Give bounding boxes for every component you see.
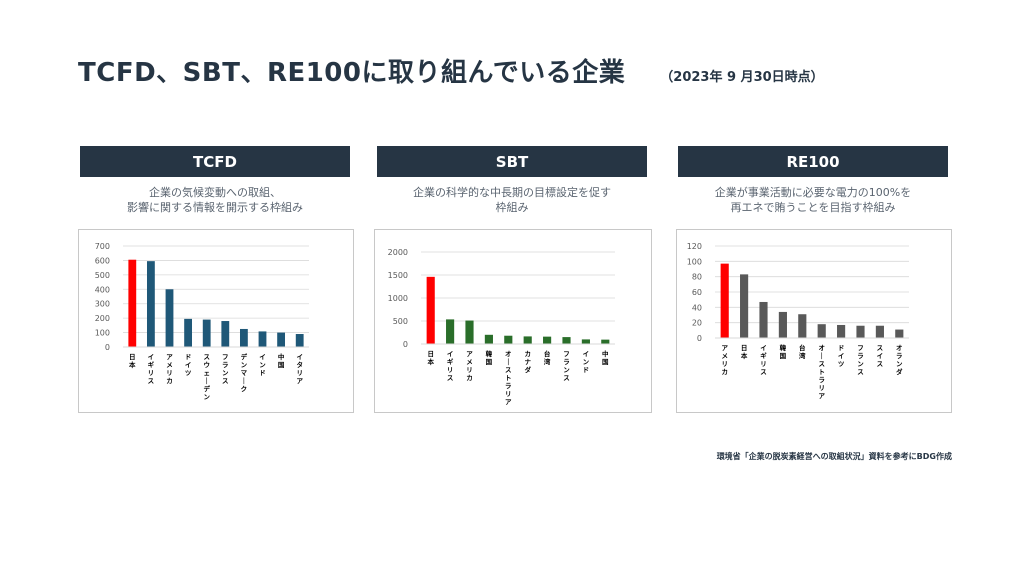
- column-header-tcfd: TCFD: [80, 146, 350, 177]
- re100-y-tick-label: 120: [687, 242, 702, 251]
- tcfd-category-label: 日本: [129, 353, 136, 369]
- column-description-tcfd: 企業の気候変動への取組、 影響に関する情報を開示する枠組み: [127, 186, 303, 214]
- re100-category-label: オランダ: [896, 344, 903, 376]
- tcfd-category-label: フランス: [222, 353, 229, 385]
- tcfd-y-tick-label: 700: [95, 242, 110, 251]
- tcfd-category-label: インド: [259, 353, 266, 377]
- sbt-bar: [562, 337, 571, 344]
- re100-category-label: アメリカ: [721, 344, 728, 376]
- re100-bar: [759, 301, 768, 338]
- tcfd-bar: [165, 289, 174, 347]
- tcfd-category-label: イタリア: [296, 353, 303, 385]
- column-tcfd: TCFD 企業の気候変動への取組、 影響に関する情報を開示する枠組み: [80, 146, 350, 219]
- re100-bar: [895, 329, 904, 338]
- tcfd-y-tick-label: 600: [95, 256, 110, 265]
- sbt-category-label: インド: [583, 350, 590, 374]
- re100-bar: [798, 314, 807, 338]
- column-header-sbt: SBT: [377, 146, 647, 177]
- re100-y-tick-label: 80: [692, 273, 702, 282]
- sbt-category-label: イギリス: [447, 350, 454, 382]
- tcfd-bar: [239, 328, 248, 347]
- re100-y-tick-label: 0: [697, 334, 702, 343]
- tcfd-bar: [258, 331, 267, 347]
- re100-y-tick-label: 60: [692, 288, 702, 297]
- source-note: 環境省「企業の脱炭素経営への取組状況」資料を参考にBDG作成: [716, 452, 952, 461]
- re100-category-label: スイス: [877, 344, 884, 368]
- sbt-category-label: カナダ: [524, 350, 531, 374]
- sbt-bar: [484, 334, 493, 344]
- re100-bar: [856, 325, 865, 338]
- tcfd-category-label: 中国: [278, 352, 285, 369]
- tcfd-y-tick-label: 500: [95, 271, 110, 280]
- re100-category-label: フランス: [857, 344, 864, 376]
- sbt-bar: [504, 335, 513, 344]
- chart-sbt: 0 500 1000 1500 2000 日本 イギリス アメリカ 韓国 オ｜ストラリア カナダ 台湾…: [374, 229, 652, 413]
- sbt-y-tick-label: 0: [403, 340, 408, 349]
- tcfd-y-tick-label: 300: [95, 300, 110, 309]
- tcfd-bar: [221, 321, 230, 347]
- sbt-bar: [465, 320, 474, 344]
- tcfd-category-label: アメリカ: [166, 353, 173, 385]
- tcfd-category-label: ドイツ: [185, 353, 192, 377]
- sbt-y-tick-label: 1500: [388, 271, 408, 280]
- sbt-category-label: アメリカ: [466, 350, 473, 382]
- sbt-category-label: フランス: [563, 350, 570, 382]
- sbt-category-label: 台湾: [544, 349, 551, 366]
- re100-bar: [720, 263, 729, 338]
- tcfd-y-tick-label: 400: [95, 285, 110, 294]
- column-description-sbt: 企業の科学的な中長期の目標設定を促す 枠組み: [413, 186, 611, 214]
- sbt-y-tick-label: 2000: [388, 248, 408, 257]
- tcfd-y-tick-label: 0: [105, 343, 110, 352]
- tcfd-bar: [128, 259, 137, 347]
- column-description-re100: 企業が事業活動に必要な電力の100%を 再エネで賄うことを目指す枠組み: [714, 186, 912, 214]
- re100-category-label: 日本: [741, 344, 748, 360]
- chart-tcfd-svg: 0 100 200 300 400 500 600 700 日本 イギリス アメリカ ドイツ スウェ｜デ…: [95, 242, 309, 401]
- re100-category-label: イギリス: [760, 344, 767, 376]
- re100-category-label: オ｜ストラリア: [818, 344, 825, 400]
- re100-bar: [875, 325, 884, 338]
- tcfd-bar: [202, 319, 211, 347]
- sbt-category-label: オ｜ストラリア: [505, 350, 512, 406]
- re100-category-label: ドイツ: [838, 344, 845, 368]
- sbt-bar: [426, 276, 435, 344]
- tcfd-y-tick-label: 200: [95, 314, 110, 323]
- chart-tcfd: 0 100 200 300 400 500 600 700 日本 イギリス アメリカ ドイツ スウェ｜デ…: [78, 229, 354, 413]
- re100-y-tick-label: 100: [687, 257, 702, 266]
- page-title: TCFD、SBT、RE100に取り組んでいる企業: [78, 58, 626, 88]
- tcfd-bar: [184, 318, 193, 347]
- chart-re100: 0 20 40 60 80 100 120 アメリカ 日本 イギリス 韓国 台湾 オ｜ストラリア ドイツ フ…: [676, 229, 952, 413]
- sbt-bar: [446, 319, 455, 344]
- sbt-bar: [523, 336, 532, 344]
- re100-bar: [740, 274, 749, 338]
- tcfd-bar: [277, 332, 286, 347]
- re100-category-label: 韓国: [780, 343, 787, 360]
- sbt-y-tick-label: 500: [393, 317, 408, 326]
- chart-sbt-svg: 0 500 1000 1500 2000 日本 イギリス アメリカ 韓国 オ｜ストラリア カナダ 台湾…: [388, 248, 615, 406]
- re100-y-tick-label: 40: [692, 303, 702, 312]
- page-title-block: TCFD、SBT、RE100に取り組んでいる企業 （2023年 9 月30日時点…: [78, 52, 824, 89]
- column-sbt: SBT 企業の科学的な中長期の目標設定を促す 枠組み: [377, 146, 647, 219]
- tcfd-bar: [146, 261, 155, 347]
- sbt-category-label: 中国: [602, 349, 609, 366]
- date-note: （2023年 9 月30日時点）: [660, 70, 824, 85]
- re100-bar: [817, 324, 826, 338]
- sbt-category-label: 日本: [427, 350, 434, 366]
- tcfd-category-label: スウェ｜デン: [203, 353, 210, 401]
- re100-category-label: 台湾: [799, 343, 806, 360]
- sbt-category-label: 韓国: [486, 349, 493, 366]
- tcfd-y-tick-label: 100: [95, 329, 110, 338]
- re100-y-tick-label: 20: [692, 319, 702, 328]
- column-header-re100: RE100: [678, 146, 948, 177]
- tcfd-category-label: イギリス: [148, 353, 155, 385]
- tcfd-bar: [295, 334, 304, 347]
- sbt-bar: [543, 336, 552, 344]
- re100-bar: [778, 311, 787, 338]
- sbt-bar: [581, 339, 590, 344]
- sbt-y-tick-label: 1000: [388, 294, 408, 303]
- column-re100: RE100 企業が事業活動に必要な電力の100%を 再エネで賄うことを目指す枠組…: [678, 146, 948, 219]
- sbt-bar: [601, 339, 610, 344]
- tcfd-category-label: デンマ｜ク: [241, 352, 248, 393]
- re100-bar: [837, 324, 846, 338]
